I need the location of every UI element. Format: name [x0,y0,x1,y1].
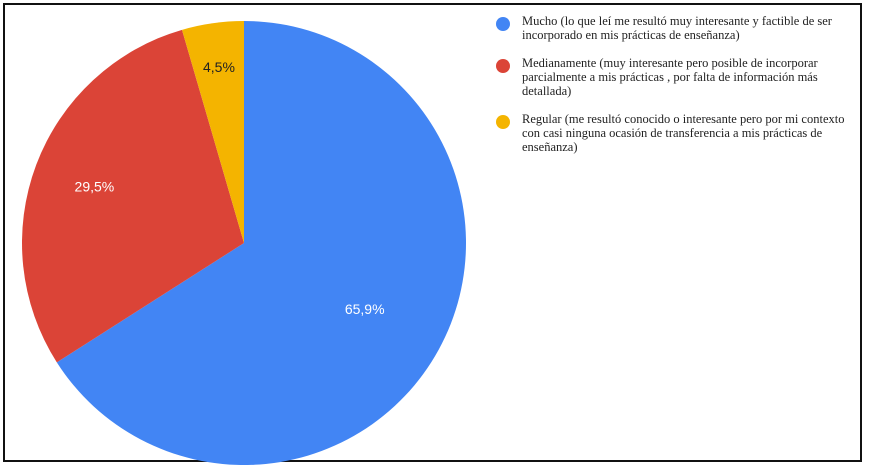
legend-item-medianamente: Medianamente (muy interesante pero posib… [496,56,856,98]
pie-slice-regular [182,21,244,243]
legend-swatch-regular [496,115,510,129]
legend-label-mucho: Mucho (lo que leí me resultó muy interes… [522,14,832,42]
legend-swatch-mucho [496,17,510,31]
pie-slice-mucho [56,21,467,466]
data-label-mucho: 65,9% [345,301,385,317]
data-label-regular: 4,5% [203,59,235,75]
legend: Mucho (lo que leí me resultó muy interes… [496,14,856,168]
legend-label-medianamente: Medianamente (muy interesante pero posib… [522,56,818,98]
legend-item-mucho: Mucho (lo que leí me resultó muy interes… [496,14,856,42]
legend-item-regular: Regular (me resultó conocido o interesan… [496,112,856,154]
pie-data-labels: 65,9% 29,5% 4,5% [75,59,385,317]
data-label-medianamente: 29,5% [75,179,115,195]
legend-label-regular: Regular (me resultó conocido o interesan… [522,112,845,154]
pie-slices [22,21,467,466]
legend-swatch-medianamente [496,59,510,73]
pie-slice-medianamente [22,29,244,363]
